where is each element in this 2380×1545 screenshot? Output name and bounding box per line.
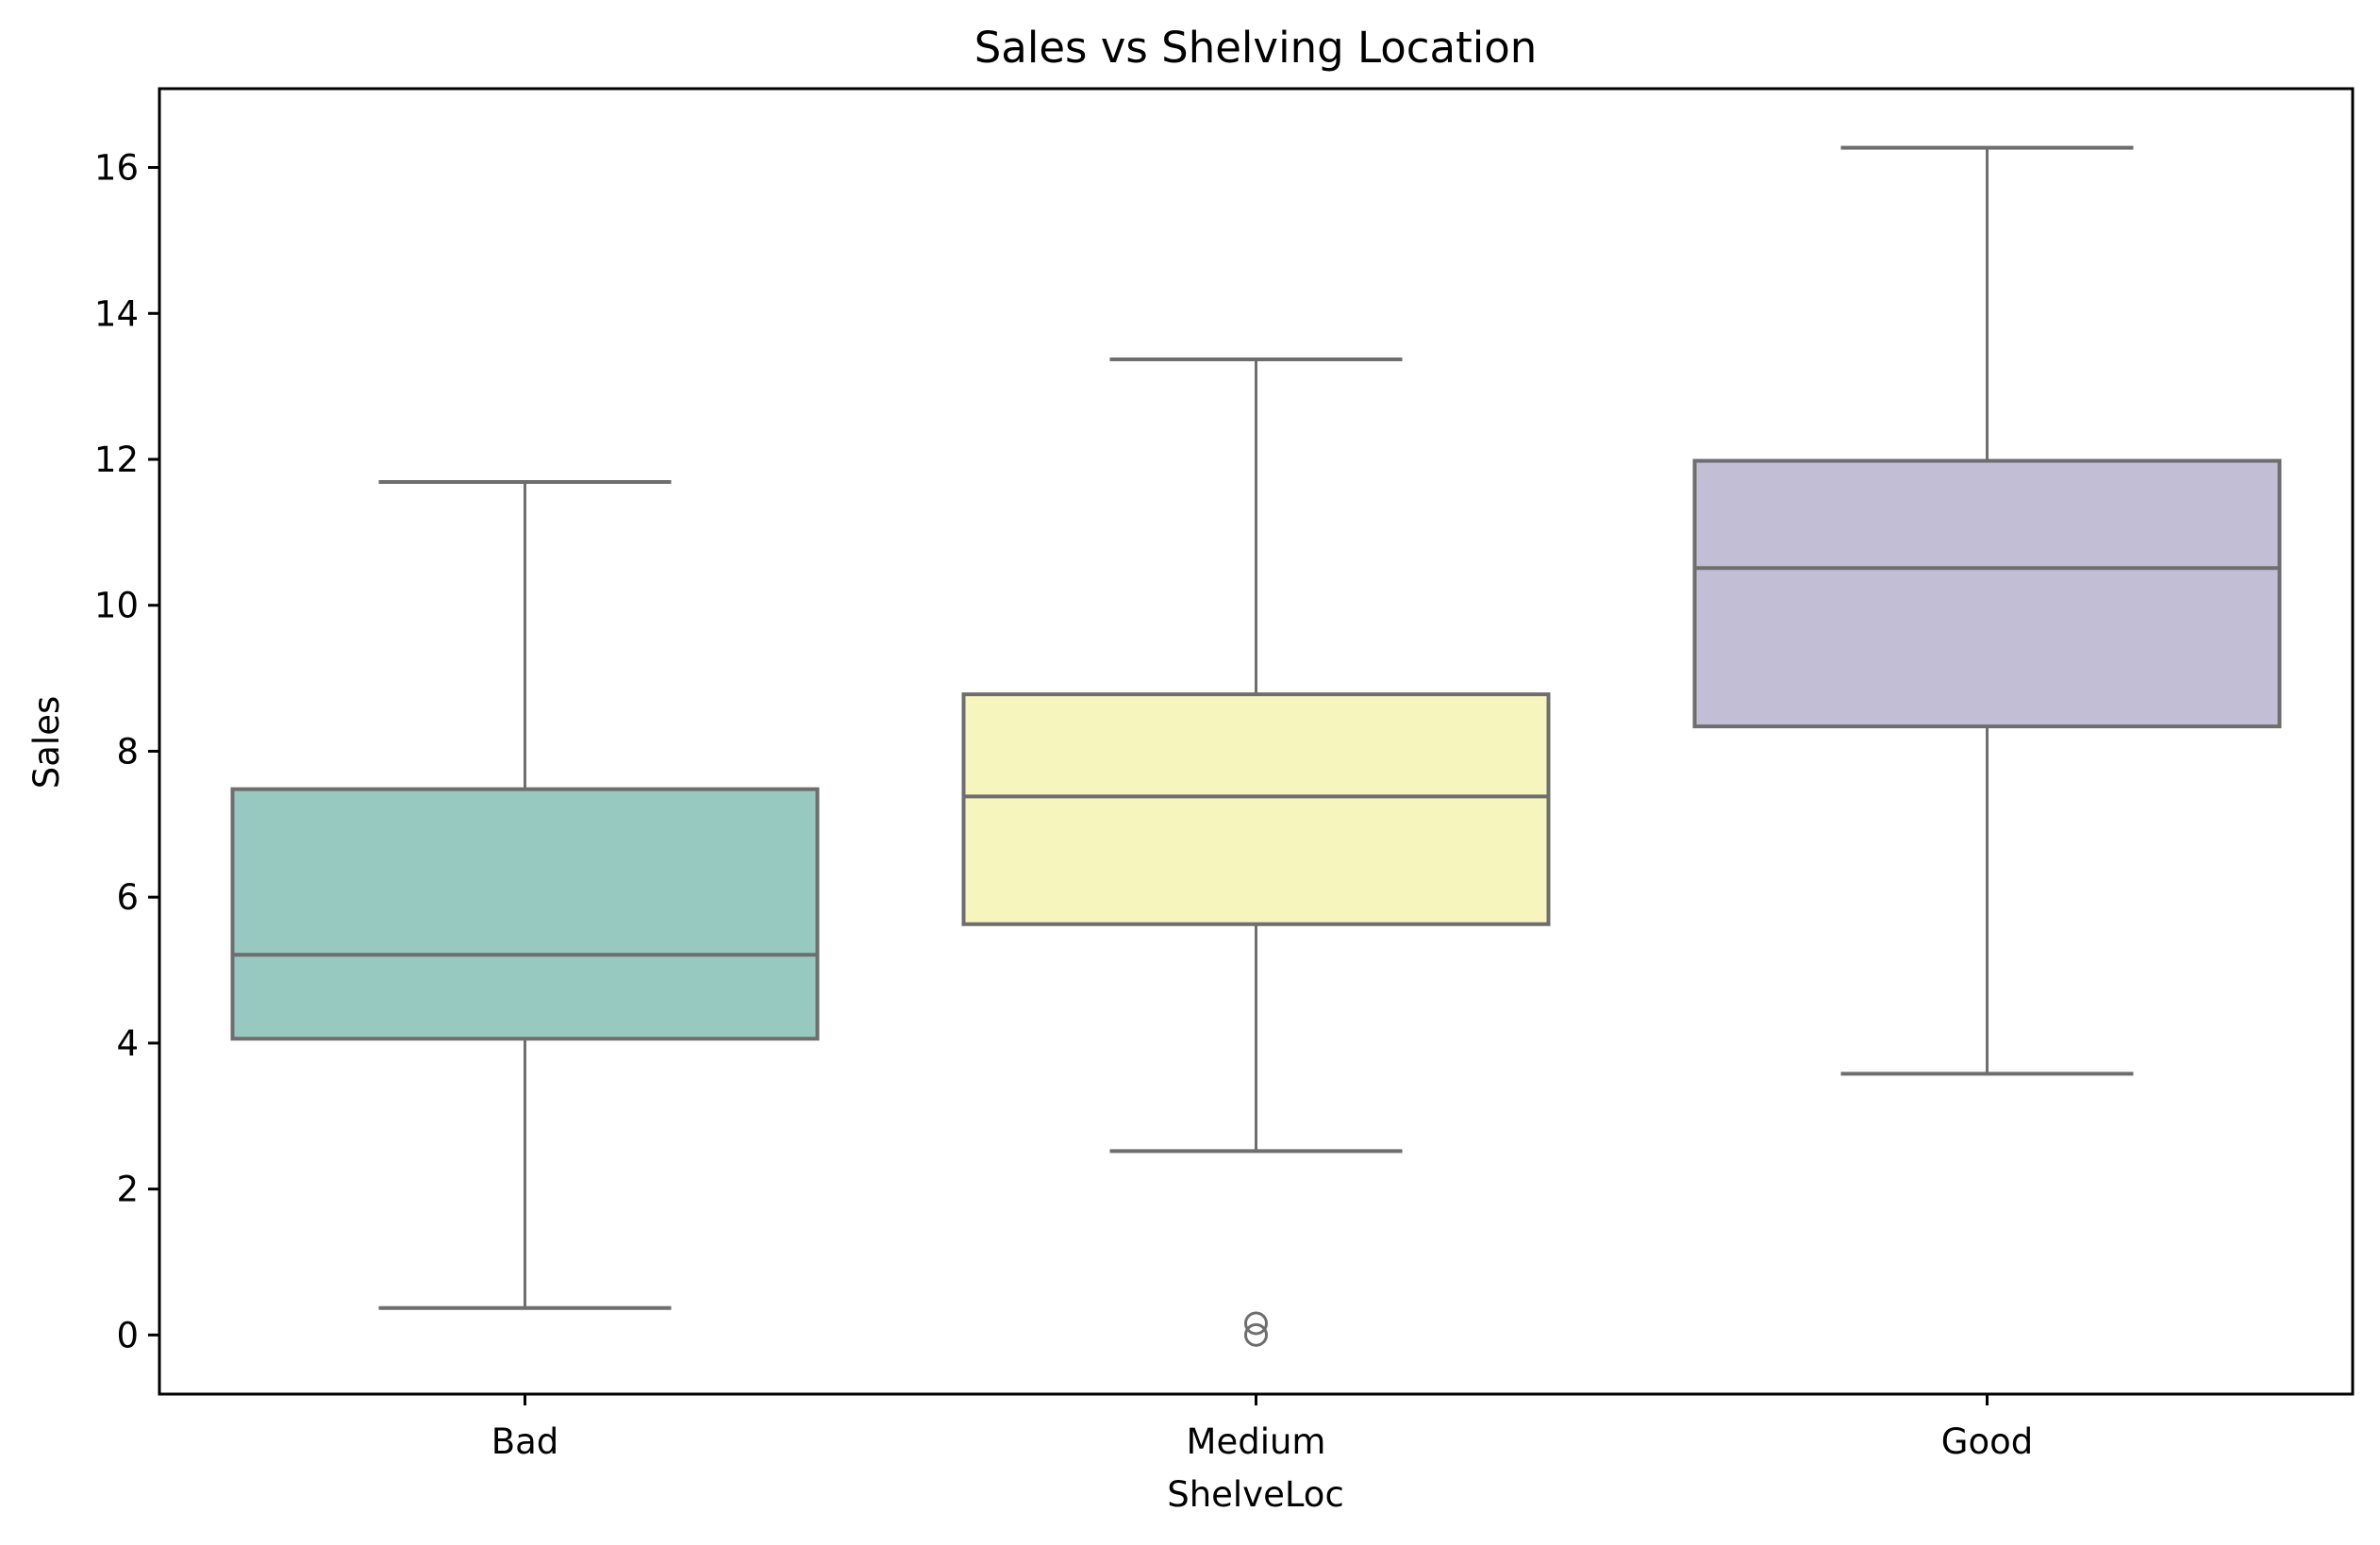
- outlier-point: [1244, 1311, 1268, 1336]
- box-bad: [230, 479, 820, 1310]
- y-tick-label: 6: [116, 877, 139, 918]
- y-axis-label: Sales: [26, 696, 67, 789]
- x-tick-label-bad: Bad: [491, 1421, 559, 1462]
- y-axis: 0 2 4 6 8 10 12 14 16: [94, 148, 159, 1355]
- iqr-box: [961, 692, 1551, 926]
- y-tick-label: 10: [94, 586, 139, 626]
- iqr-box: [1692, 458, 2282, 729]
- x-tick-label-medium: Medium: [1187, 1421, 1326, 1462]
- y-tick-label: 0: [116, 1315, 139, 1355]
- box-good: [1692, 145, 2282, 1076]
- outlier-point: [1244, 1322, 1268, 1347]
- y-tick-label: 14: [94, 293, 139, 334]
- chart-title: Sales vs Shelving Location: [974, 23, 1538, 73]
- x-tick-label-good: Good: [1941, 1421, 2033, 1462]
- y-tick-label: 4: [116, 1023, 139, 1064]
- y-tick-label: 2: [116, 1170, 139, 1210]
- y-tick-label: 16: [94, 148, 139, 189]
- x-axis: Bad Medium Good: [491, 1394, 2033, 1462]
- iqr-box: [230, 787, 820, 1041]
- plot-area: [230, 145, 2282, 1347]
- y-tick-label: 8: [116, 731, 139, 772]
- x-axis-label: ShelveLoc: [1167, 1474, 1344, 1515]
- y-tick-label: 12: [94, 440, 139, 480]
- box-medium: [961, 357, 1551, 1347]
